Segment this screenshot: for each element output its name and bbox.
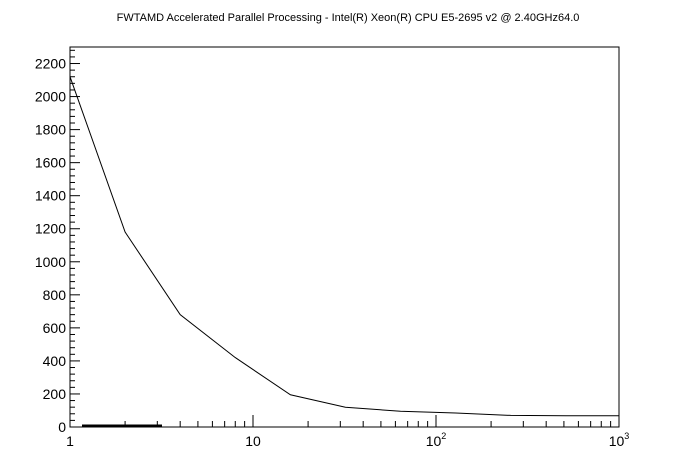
y-tick-label: 400	[43, 353, 67, 369]
y-tick-label: 1600	[35, 155, 66, 171]
x-tick-label: 102	[426, 431, 447, 449]
y-tick-label: 2000	[35, 89, 66, 105]
y-tick-label: 600	[43, 320, 67, 336]
y-tick-label: 2200	[35, 56, 66, 72]
x-tick-exponent: 2	[441, 431, 446, 441]
series-line	[69, 76, 619, 417]
x-tick-exponent: 3	[624, 431, 629, 441]
y-tick-label: 800	[43, 287, 67, 303]
x-axis: 1 10 102 103	[66, 415, 629, 449]
y-tick-label: 1800	[35, 122, 66, 138]
y-tick-label: 200	[43, 386, 67, 402]
y-tick-label: 1400	[35, 188, 66, 204]
plot-frame	[69, 46, 620, 428]
y-tick-label: 0	[58, 419, 66, 435]
y-axis: 0 200 400 600 800 1000 1200 1400 1600 1800 2000 220…	[35, 49, 80, 435]
y-tick-label: 1000	[35, 254, 66, 270]
chart-title: FWTAMD Accelerated Parallel Processing -…	[117, 12, 580, 24]
y-tick-label: 1200	[35, 221, 66, 237]
series-layer	[69, 76, 619, 417]
x-tick-label: 10	[245, 433, 261, 449]
x-tick-label: 1	[66, 433, 74, 449]
x-tick-label: 103	[609, 431, 630, 449]
